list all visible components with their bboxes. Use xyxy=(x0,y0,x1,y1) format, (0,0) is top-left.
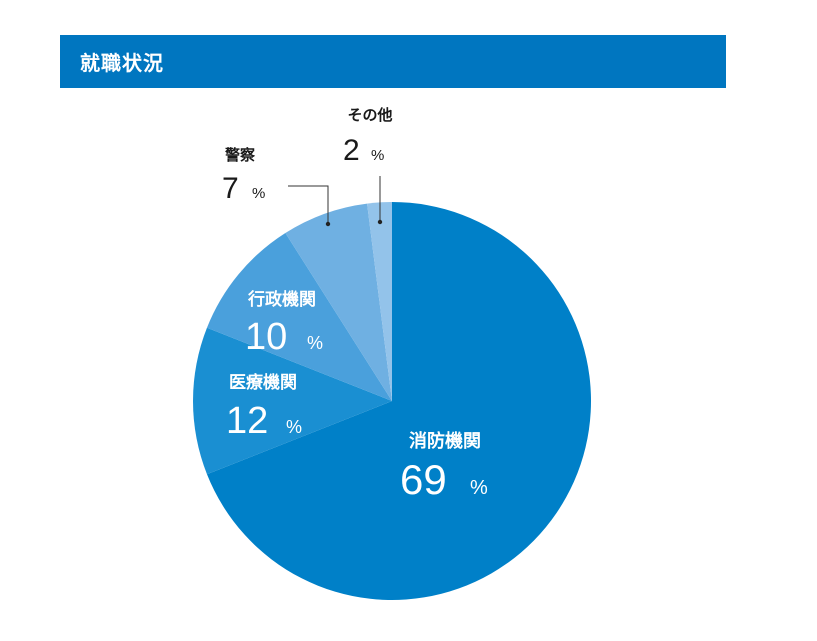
slice-admin-value: 10 xyxy=(245,316,287,358)
slice-fire-label: 消防機関 xyxy=(409,430,481,452)
slice-fire-wedge xyxy=(206,202,591,600)
slice-medical-wedge xyxy=(192,327,392,475)
slice-fire-unit: % xyxy=(470,477,488,499)
slice-police-wedge xyxy=(285,203,392,401)
slice-admin-label: 行政機関 xyxy=(247,289,316,310)
slice-admin-unit: % xyxy=(307,333,323,353)
slice-medical-label: 医療機関 xyxy=(229,372,297,393)
slice-other-unit: % xyxy=(371,147,384,164)
slice-police-unit: % xyxy=(252,185,265,202)
slice-other-wedge xyxy=(367,202,392,401)
section-title: 就職状況 xyxy=(80,51,164,75)
slice-police-value: 7 xyxy=(222,172,239,205)
slice-admin-wedge xyxy=(206,232,392,401)
slice-other-leader-dot xyxy=(377,219,383,225)
slice-fire-value: 69 xyxy=(400,456,447,503)
slice-other-label: その他 xyxy=(347,106,392,124)
slice-other-value: 2 xyxy=(343,134,360,167)
slice-medical-unit: % xyxy=(286,417,302,437)
slice-police-leader-line xyxy=(288,185,329,224)
slice-medical-value: 12 xyxy=(226,400,268,442)
slice-police-label: 警察 xyxy=(224,146,256,164)
section-header: 就職状況 xyxy=(60,35,726,88)
slice-police-leader-dot xyxy=(325,221,331,227)
